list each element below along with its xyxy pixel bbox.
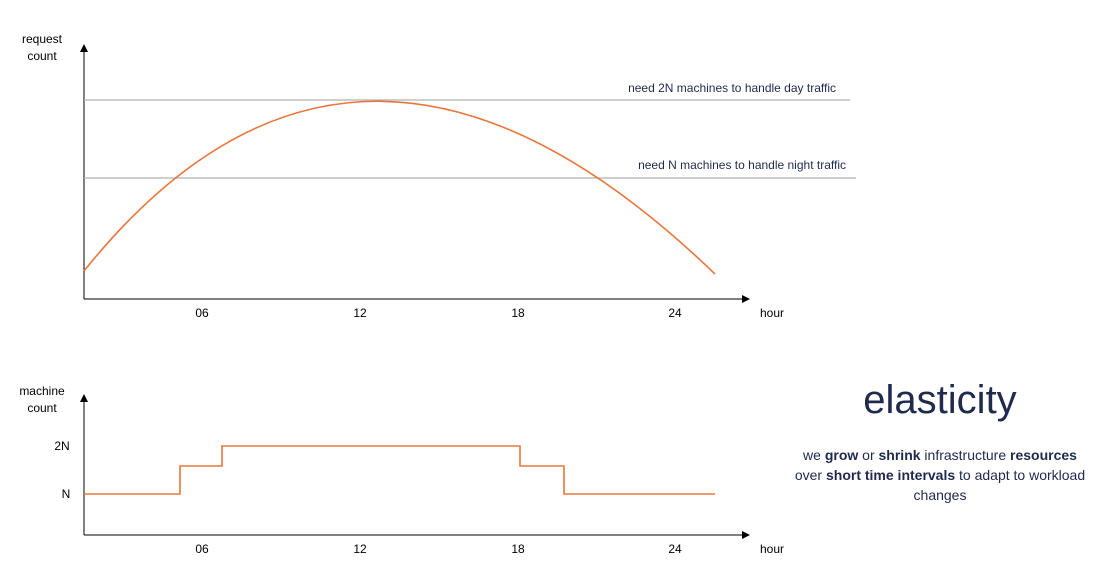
machine-ytick-n: N <box>62 487 71 501</box>
desc-part: over <box>794 467 826 483</box>
request-tick-24: 24 <box>668 306 682 320</box>
elasticity-panel: elasticity we grow or shrink infrastruct… <box>770 378 1110 505</box>
desc-shrink: shrink <box>878 447 921 463</box>
request-ylabel-line1: request <box>22 32 63 46</box>
machine-xlabel: hour <box>760 542 784 556</box>
request-tick-06: 06 <box>195 306 209 320</box>
desc-part: to adapt to workload changes <box>913 467 1086 503</box>
request-xlabel: hour <box>760 306 784 320</box>
machine-tick-24: 24 <box>668 542 682 556</box>
request-tick-18: 18 <box>511 306 525 320</box>
machine-ylabel-line2: count <box>27 401 57 415</box>
request-ylabel-line2: count <box>27 49 57 63</box>
day-threshold-label: need 2N machines to handle day traffic <box>628 81 836 95</box>
elasticity-title: elasticity <box>863 378 1017 422</box>
desc-grow: grow <box>824 447 859 463</box>
desc-resources: resources <box>1010 447 1077 463</box>
desc-part: or <box>858 447 879 463</box>
machine-tick-06: 06 <box>195 542 209 556</box>
request-tick-12: 12 <box>353 306 367 320</box>
request-chart: request count need 2N machines to handle… <box>22 32 856 320</box>
desc-part: infrastructure <box>920 447 1011 463</box>
machine-tick-12: 12 <box>353 542 367 556</box>
machine-chart: machine count 2N N 06 12 18 24 hour <box>19 384 784 556</box>
elasticity-description: we grow or shrink infrastructure resourc… <box>770 445 1110 505</box>
machine-ytick-2n: 2N <box>54 439 69 453</box>
desc-part: we <box>803 447 825 463</box>
night-threshold-label: need N machines to handle night traffic <box>638 158 846 172</box>
machine-step-line <box>84 445 715 495</box>
desc-short-intervals: short time intervals <box>825 467 956 483</box>
request-curve <box>83 100 716 275</box>
machine-tick-18: 18 <box>511 542 525 556</box>
machine-ylabel-line1: machine <box>19 384 65 398</box>
